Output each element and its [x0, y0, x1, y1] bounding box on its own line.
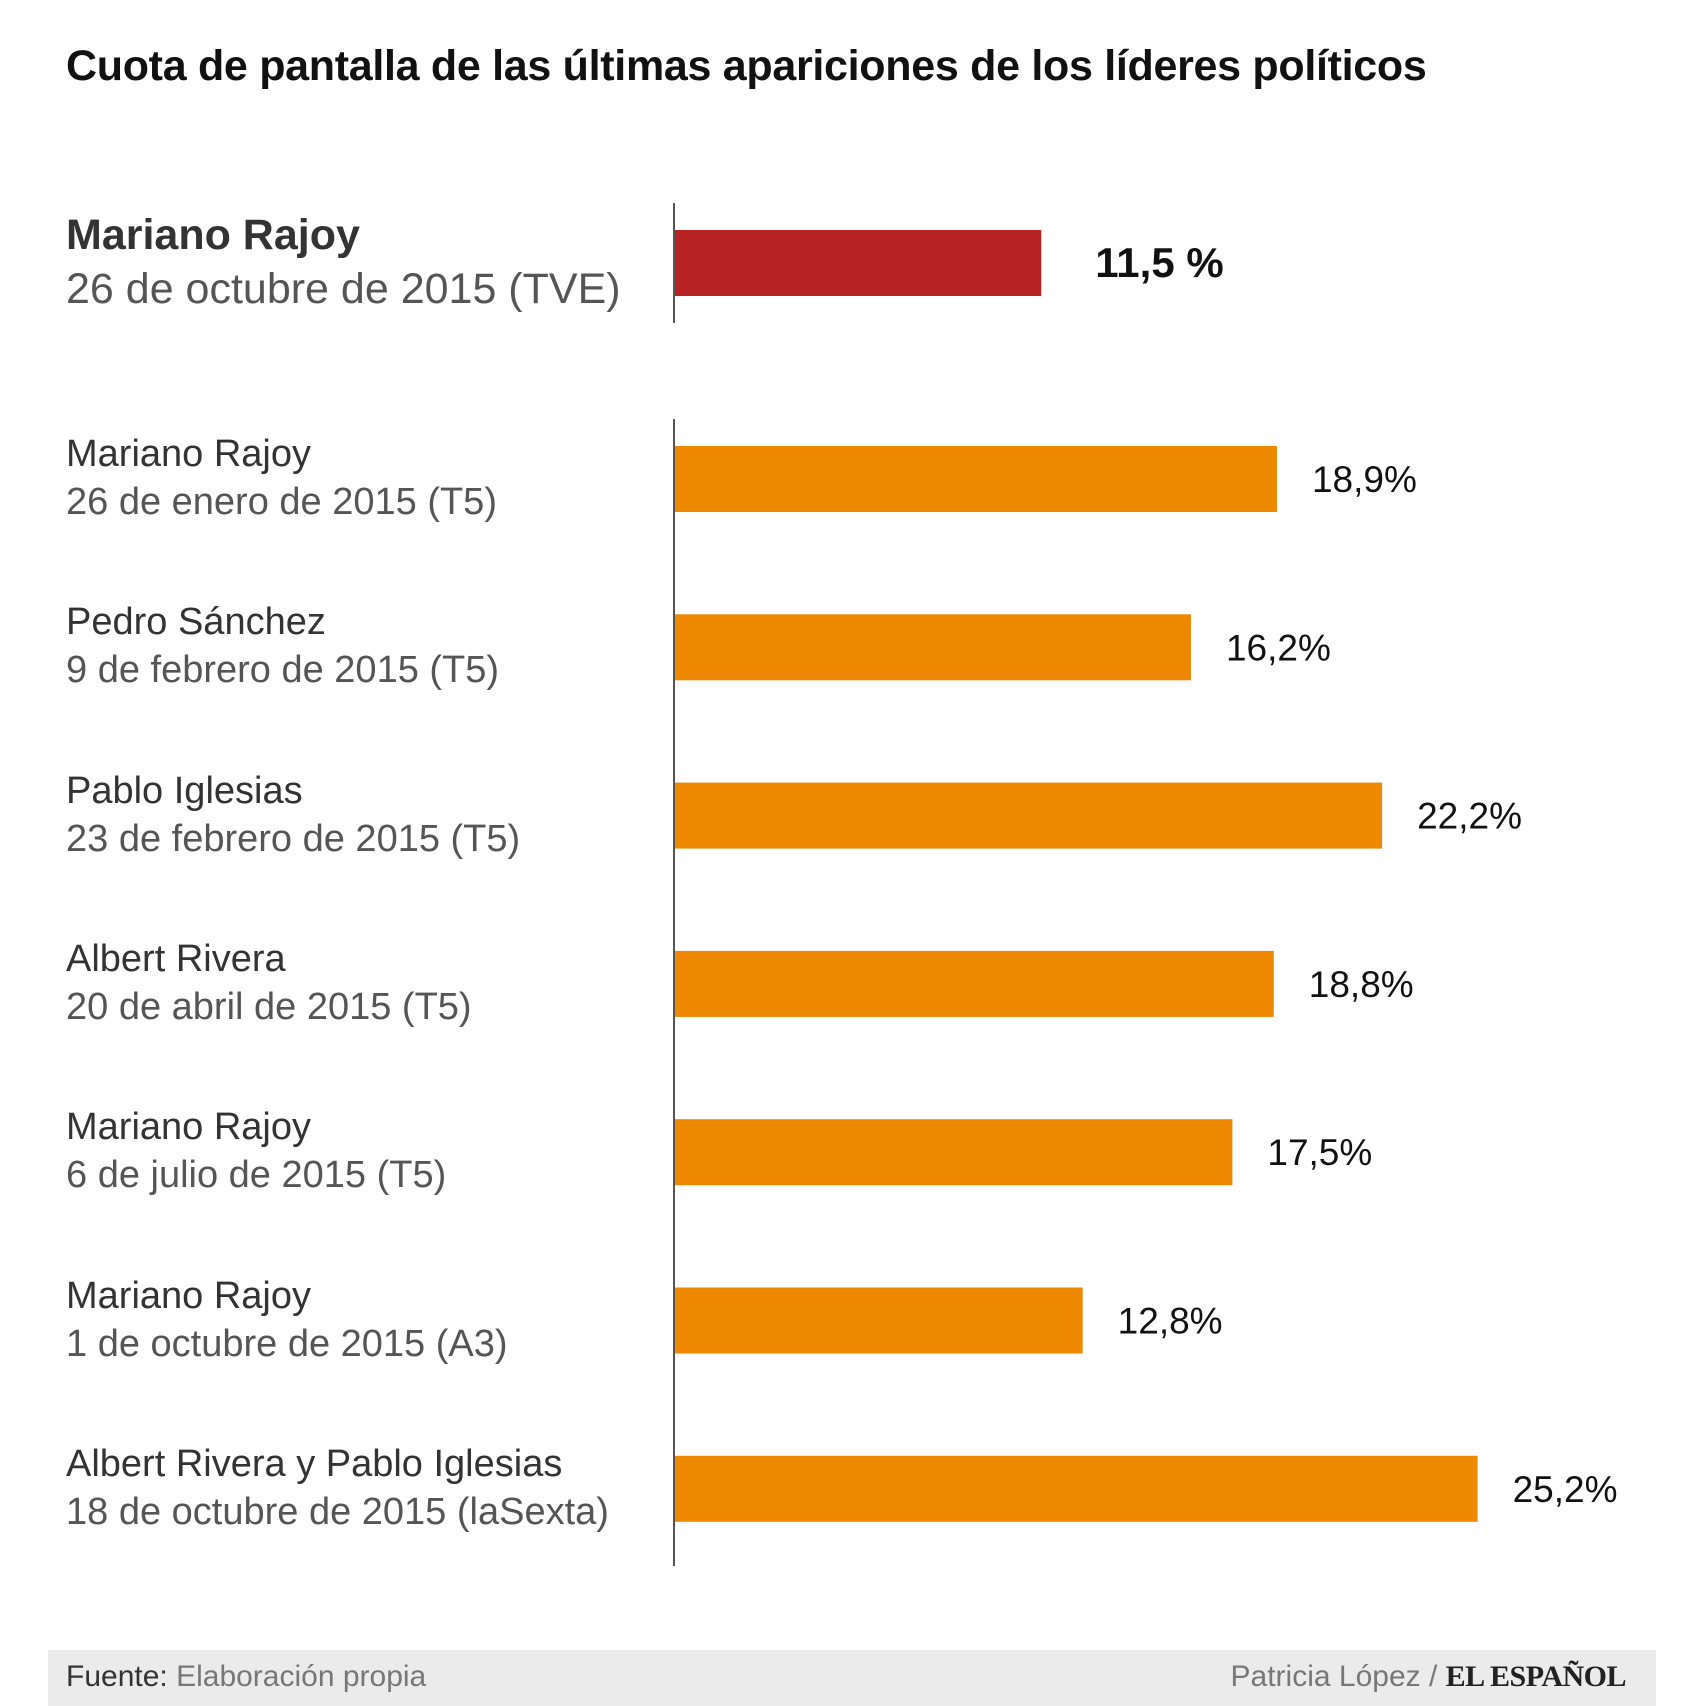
featured-bar — [675, 230, 1042, 296]
leader-name: Pedro Sánchez — [66, 601, 326, 644]
leader-name: Albert Rivera — [66, 937, 286, 980]
bar — [675, 1287, 1083, 1354]
value-label: 17,5% — [1267, 1132, 1372, 1173]
footer: Fuente: Elaboración propia Patricia Lópe… — [48, 1650, 1656, 1706]
source-key: Fuente: — [66, 1660, 168, 1693]
chart-title: Cuota de pantalla de las últimas aparici… — [66, 42, 1427, 90]
appearance-date: 20 de abril de 2015 (T5) — [66, 985, 472, 1028]
leader-name: Mariano Rajoy — [66, 211, 360, 259]
bar — [675, 1455, 1478, 1522]
leader-name: Mariano Rajoy — [66, 1274, 311, 1317]
featured-row-label: Mariano Rajoy 26 de octubre de 2015 (TVE) — [66, 208, 621, 316]
bar — [675, 1119, 1233, 1186]
appearance-date: 18 de octubre de 2015 (laSexta) — [66, 1490, 609, 1533]
row-label: Mariano Rajoy 6 de julio de 2015 (T5) — [66, 1103, 446, 1199]
bar — [675, 614, 1191, 681]
leader-name: Albert Rivera y Pablo Iglesias — [66, 1442, 563, 1485]
appearance-date: 9 de febrero de 2015 (T5) — [66, 649, 500, 692]
source-value: Elaboración propia — [176, 1660, 427, 1693]
row-label: Mariano Rajoy 26 de enero de 2015 (T5) — [66, 430, 497, 526]
row-label: Albert Rivera 20 de abril de 2015 (T5) — [66, 935, 472, 1031]
appearance-date: 26 de enero de 2015 (T5) — [66, 481, 497, 523]
brand-logo: EL ESPAÑOL — [1445, 1660, 1627, 1693]
author-name: Patricia López / — [1230, 1660, 1438, 1693]
source-credit: Fuente: Elaboración propia — [66, 1660, 426, 1694]
row-label: Albert Rivera y Pablo Iglesias 18 de octu… — [66, 1440, 609, 1536]
bar — [675, 446, 1277, 512]
author-credit: Patricia López / EL ESPAÑOL — [1230, 1660, 1627, 1694]
value-label: 22,2% — [1417, 796, 1522, 837]
value-label: 18,9% — [1312, 459, 1417, 500]
featured-value-label: 11,5 % — [1095, 239, 1223, 286]
row-label: Pedro Sánchez 9 de febrero de 2015 (T5) — [66, 598, 499, 694]
row-label: Pablo Iglesias 23 de febrero de 2015 (T5) — [66, 767, 520, 863]
leader-name: Mariano Rajoy — [66, 433, 311, 475]
bar — [675, 950, 1274, 1017]
value-label: 12,8% — [1118, 1301, 1223, 1342]
bar — [675, 782, 1383, 849]
leader-name: Mariano Rajoy — [66, 1106, 311, 1149]
appearance-date: 6 de julio de 2015 (T5) — [66, 1154, 447, 1197]
appearance-date: 23 de febrero de 2015 (T5) — [66, 817, 521, 860]
appearance-date: 26 de octubre de 2015 (TVE) — [66, 265, 621, 313]
value-label: 16,2% — [1226, 627, 1331, 668]
leader-name: Pablo Iglesias — [66, 769, 303, 812]
row-label: Mariano Rajoy 1 de octubre de 2015 (A3) — [66, 1272, 508, 1368]
appearance-date: 1 de octubre de 2015 (A3) — [66, 1322, 508, 1365]
value-label: 25,2% — [1513, 1469, 1618, 1510]
value-label: 18,8% — [1309, 964, 1414, 1005]
